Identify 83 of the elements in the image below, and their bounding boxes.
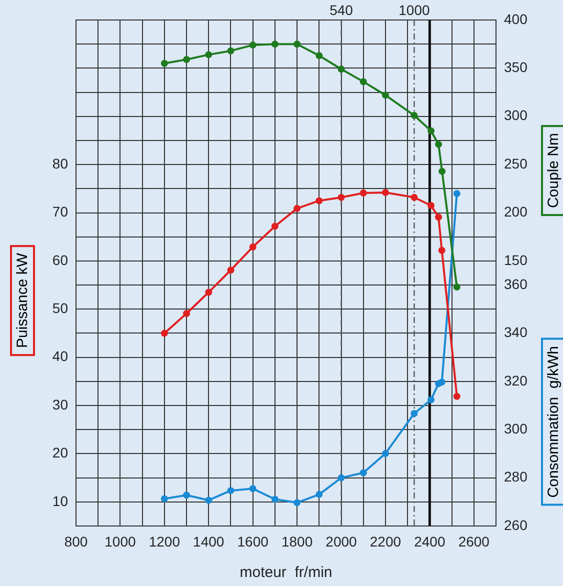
point bbox=[453, 392, 460, 400]
x-tick-label: 2600 bbox=[458, 533, 490, 550]
y2-axis-title: Couple Nm bbox=[541, 125, 563, 216]
y2-tick-label: 150 bbox=[504, 252, 528, 268]
point bbox=[382, 92, 389, 99]
x-axis-title: moteur fr/min bbox=[240, 564, 332, 582]
point bbox=[360, 190, 367, 197]
point bbox=[183, 56, 190, 64]
point bbox=[205, 496, 212, 504]
point bbox=[316, 197, 323, 204]
point bbox=[453, 190, 460, 197]
point bbox=[453, 283, 460, 290]
y3-tick-label: 360 bbox=[504, 276, 528, 292]
y3-tick-label: 260 bbox=[504, 516, 528, 533]
y3-tick-label: 320 bbox=[504, 372, 528, 388]
point bbox=[249, 243, 256, 250]
y-tick-label: 40 bbox=[52, 348, 68, 364]
x-tick-label: 1600 bbox=[237, 533, 269, 550]
point bbox=[183, 492, 190, 499]
point bbox=[428, 396, 435, 404]
x-tick-label: 1400 bbox=[193, 533, 224, 550]
point bbox=[435, 140, 442, 148]
point bbox=[205, 51, 212, 58]
text: 540 bbox=[330, 2, 354, 18]
y-axis-title: Puissance kW bbox=[10, 245, 35, 356]
point bbox=[382, 189, 389, 196]
point bbox=[438, 246, 446, 254]
point bbox=[249, 42, 256, 49]
point bbox=[410, 410, 418, 417]
point bbox=[438, 168, 446, 175]
point bbox=[316, 490, 323, 498]
x-tick-label: 2200 bbox=[370, 533, 402, 550]
text: 1000 bbox=[398, 2, 430, 18]
point bbox=[435, 214, 442, 221]
point bbox=[294, 40, 301, 48]
x-tick-label: 1800 bbox=[281, 533, 313, 550]
point bbox=[271, 40, 278, 48]
y2-tick-label: 250 bbox=[504, 155, 528, 172]
y-tick-label: 70 bbox=[52, 204, 68, 220]
point bbox=[360, 469, 367, 476]
point bbox=[205, 288, 212, 296]
point bbox=[294, 499, 301, 506]
point bbox=[438, 378, 446, 386]
point bbox=[360, 78, 367, 86]
point bbox=[249, 485, 256, 492]
point bbox=[160, 60, 168, 67]
y-tick-label: 30 bbox=[52, 396, 68, 412]
x-tick-label: 2000 bbox=[326, 533, 358, 550]
y3-tick-label: 280 bbox=[504, 468, 528, 485]
point bbox=[410, 112, 418, 119]
point bbox=[227, 487, 234, 494]
x-tick-label: 1000 bbox=[104, 533, 136, 550]
y-tick-label: 50 bbox=[52, 300, 68, 316]
point bbox=[294, 204, 301, 212]
y2-tick-label: 200 bbox=[504, 204, 528, 220]
point bbox=[382, 450, 389, 457]
y-tick-label: 20 bbox=[52, 444, 68, 461]
point bbox=[338, 66, 345, 73]
point bbox=[227, 266, 234, 274]
point bbox=[227, 47, 234, 54]
y2-tick-label: 300 bbox=[504, 107, 528, 124]
y3-axis-title: Consommation g/kWh bbox=[541, 338, 563, 506]
point bbox=[160, 495, 168, 502]
y-tick-label: 60 bbox=[52, 252, 68, 268]
point bbox=[271, 222, 278, 230]
y3-tick-label: 340 bbox=[504, 324, 528, 340]
point bbox=[271, 496, 278, 503]
point bbox=[428, 127, 435, 134]
y2-tick-label: 400 bbox=[504, 10, 528, 27]
y2-tick-label: 350 bbox=[504, 59, 528, 76]
x-tick-label: 1200 bbox=[148, 533, 180, 550]
x-tick-label: 2400 bbox=[414, 533, 446, 550]
y3-tick-label: 300 bbox=[504, 420, 528, 436]
point bbox=[338, 474, 345, 482]
y-tick-label: 10 bbox=[52, 492, 68, 509]
point bbox=[410, 194, 418, 201]
point bbox=[428, 202, 435, 210]
y-tick-label: 80 bbox=[52, 155, 68, 172]
point bbox=[338, 194, 345, 201]
point bbox=[183, 310, 190, 317]
point bbox=[160, 330, 168, 337]
point bbox=[316, 52, 323, 60]
x-tick-label: 800 bbox=[64, 533, 88, 550]
